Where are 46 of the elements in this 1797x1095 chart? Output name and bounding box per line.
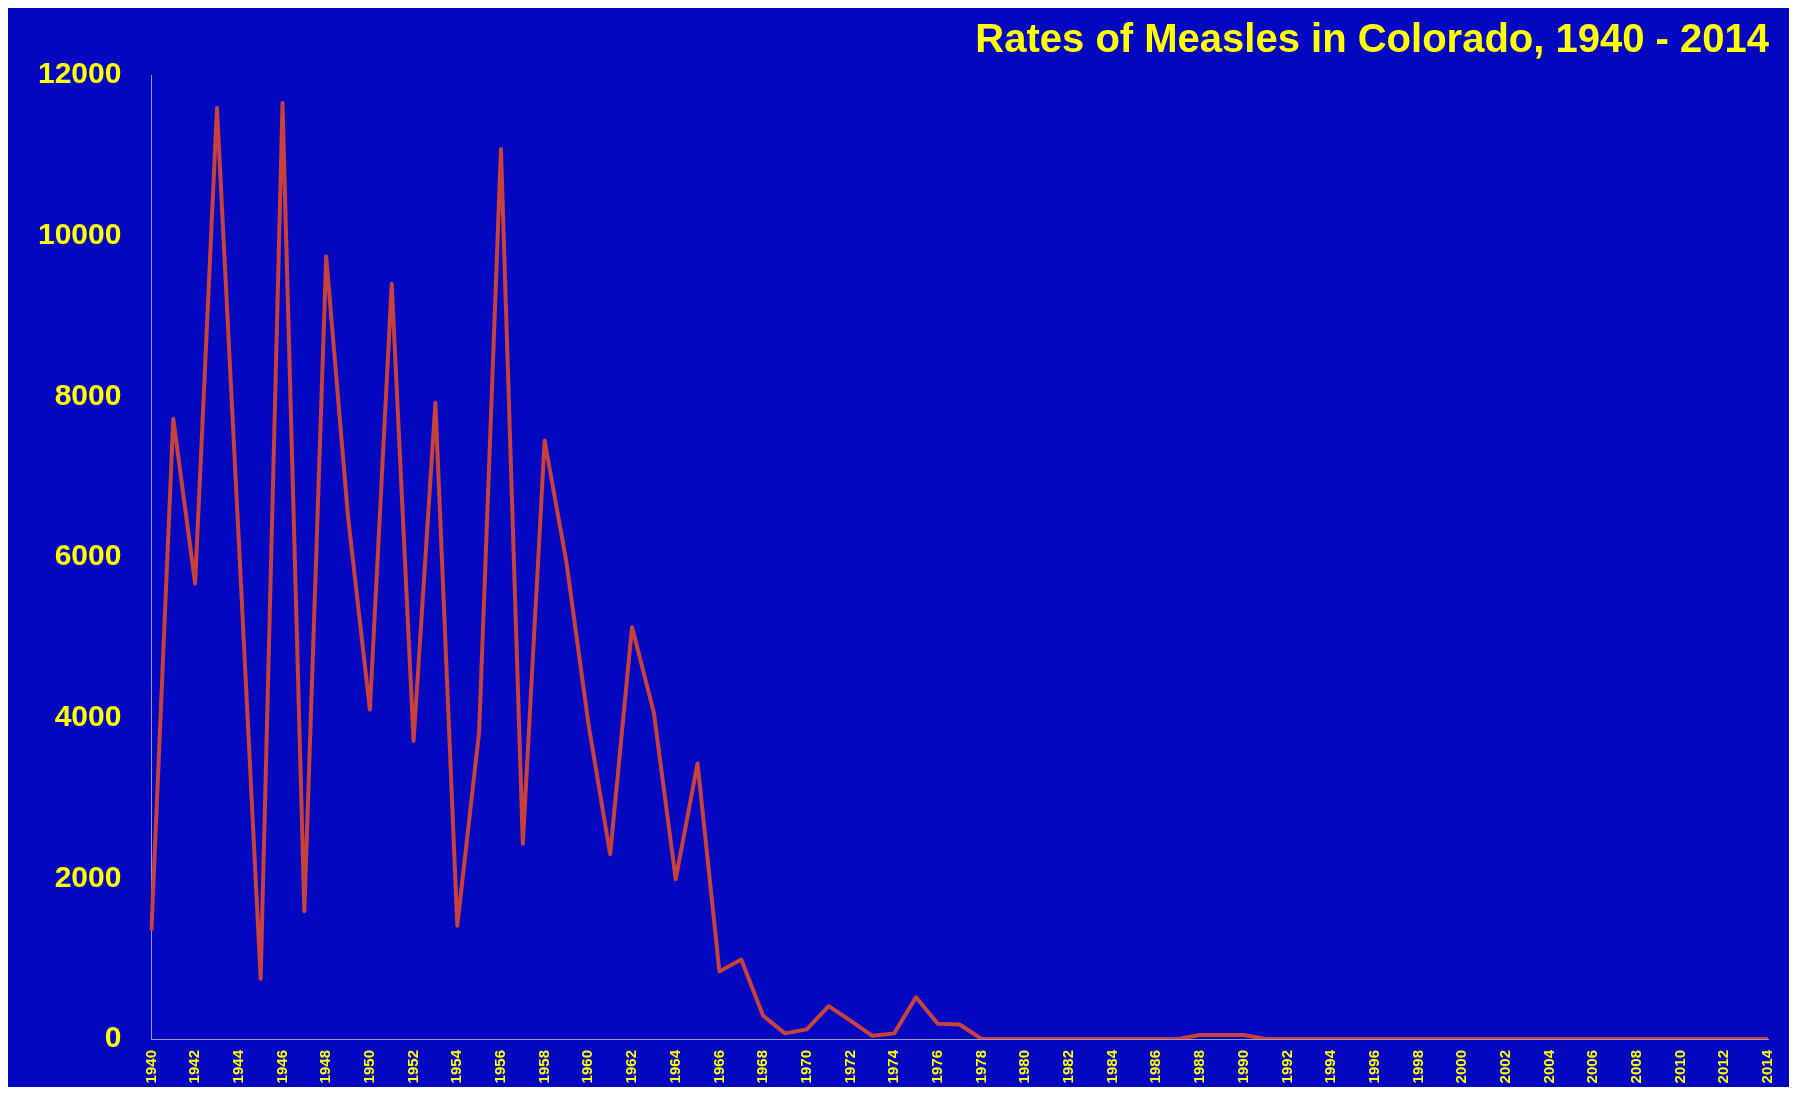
x-tick-label: 1944 [228,1049,246,1084]
x-tick-label: 1998 [1408,1050,1426,1084]
x-tick-label: 1984 [1102,1049,1120,1084]
y-tick-label: 6000 [54,538,122,572]
x-tick-label: 2004 [1539,1049,1557,1084]
x-tick-label: 1974 [884,1049,902,1084]
y-tick-label: 8000 [54,377,122,411]
x-tick-label: 1996 [1364,1050,1382,1084]
x-tick-label: 1958 [534,1050,552,1084]
x-tick-label: 1970 [796,1050,814,1084]
x-tick-label: 2008 [1627,1050,1645,1084]
x-tick-label: 1972 [840,1050,858,1084]
x-tick-label: 1964 [665,1049,683,1084]
x-tick-label: 1960 [578,1050,596,1084]
x-tick-label: 2014 [1758,1049,1776,1084]
x-tick-label: 2002 [1495,1050,1513,1084]
x-tick-label: 1990 [1233,1050,1251,1084]
x-tick-label: 1954 [447,1049,465,1084]
y-tick-label: 0 [104,1020,122,1054]
x-tick-label: 1992 [1277,1050,1295,1084]
x-tick-label: 2006 [1583,1050,1601,1084]
y-tick-label: 10000 [37,216,122,250]
x-tick-label: 1948 [316,1050,334,1084]
y-tick-label: 12000 [37,56,122,90]
y-tick-label: 4000 [54,698,122,732]
x-tick-label: 1976 [928,1050,946,1084]
x-tick-label: 1968 [753,1050,771,1084]
x-tick-label: 2010 [1670,1050,1688,1084]
x-tick-label: 1986 [1146,1050,1164,1084]
x-tick-label: 1956 [491,1050,509,1084]
x-tick-label: 1940 [141,1050,159,1084]
x-tick-label: 1978 [971,1050,989,1084]
x-tick-label: 1942 [185,1050,203,1084]
x-tick-label: 1952 [403,1050,421,1084]
chart-title: Rates of Measles in Colorado, 1940 - 2014 [975,16,1770,61]
x-tick-label: 1946 [272,1050,290,1084]
x-tick-label: 2000 [1452,1050,1470,1084]
x-tick-label: 2012 [1714,1050,1732,1084]
x-tick-label: 1988 [1190,1050,1208,1084]
y-tick-label: 2000 [54,859,122,893]
x-tick-label: 1982 [1059,1050,1077,1084]
x-tick-label: 1962 [622,1050,640,1084]
x-tick-label: 1994 [1321,1049,1339,1084]
x-tick-label: 1980 [1015,1050,1033,1084]
x-tick-label: 1966 [709,1050,727,1084]
x-tick-label: 1950 [360,1050,378,1084]
